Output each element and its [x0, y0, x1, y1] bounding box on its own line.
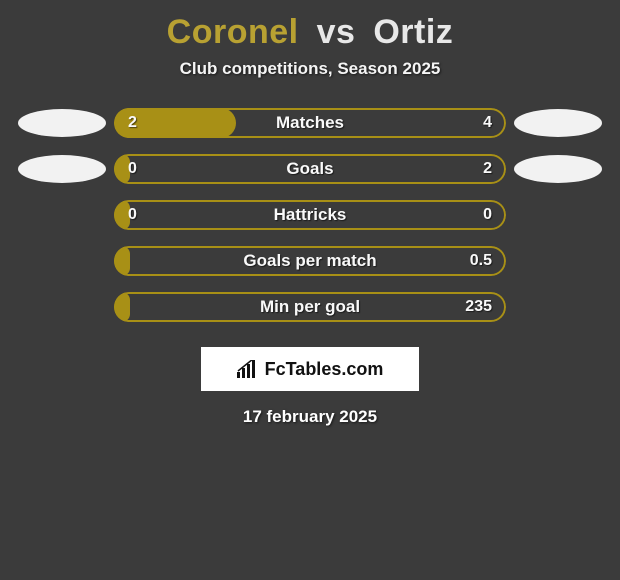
- avatar-pad: [10, 245, 114, 277]
- avatar-pad: [506, 245, 610, 277]
- comparison-card: Coronel vs Ortiz Club competitions, Seas…: [0, 0, 620, 427]
- stat-bar: 24Matches: [114, 108, 506, 138]
- chart-icon: [237, 360, 259, 378]
- stat-bar: 235Min per goal: [114, 292, 506, 322]
- stat-bar-fill: [114, 246, 130, 276]
- avatar-left: [10, 153, 114, 185]
- avatar-pad: [10, 291, 114, 323]
- avatar-pad: [506, 199, 610, 231]
- stat-right-value: 4: [483, 114, 492, 132]
- avatar-left: [10, 107, 114, 139]
- stat-row: 02Goals: [10, 153, 610, 185]
- stat-label: Goals per match: [114, 251, 506, 271]
- stat-bar-fill: [114, 200, 130, 230]
- stat-bar: 0.5Goals per match: [114, 246, 506, 276]
- stat-bar-fill: [114, 292, 130, 322]
- date: 17 february 2025: [0, 407, 620, 427]
- avatar-right: [506, 107, 610, 139]
- stats-rows: 24Matches02Goals00Hattricks0.5Goals per …: [0, 107, 620, 323]
- title-player2: Ortiz: [373, 13, 453, 51]
- avatar-pad: [10, 199, 114, 231]
- stat-label: Goals: [114, 159, 506, 179]
- avatar-pad: [506, 291, 610, 323]
- stat-row: 00Hattricks: [10, 199, 610, 231]
- brand-text: FcTables.com: [265, 359, 384, 380]
- stat-label: Min per goal: [114, 297, 506, 317]
- subtitle: Club competitions, Season 2025: [0, 59, 620, 107]
- stat-right-value: 0: [483, 206, 492, 224]
- stat-bar-fill: [114, 154, 130, 184]
- stat-bar-fill: [114, 108, 236, 138]
- stat-row: 24Matches: [10, 107, 610, 139]
- brand-box[interactable]: FcTables.com: [201, 347, 419, 391]
- stat-label: Hattricks: [114, 205, 506, 225]
- stat-right-value: 0.5: [470, 252, 492, 270]
- stat-right-value: 235: [465, 298, 492, 316]
- stat-row: 0.5Goals per match: [10, 245, 610, 277]
- stat-right-value: 2: [483, 160, 492, 178]
- title-vs: vs: [317, 13, 356, 51]
- stat-row: 235Min per goal: [10, 291, 610, 323]
- title-player1: Coronel: [167, 13, 299, 51]
- avatar-right: [506, 153, 610, 185]
- stat-bar: 02Goals: [114, 154, 506, 184]
- stat-bar: 00Hattricks: [114, 200, 506, 230]
- title: Coronel vs Ortiz: [0, 10, 620, 59]
